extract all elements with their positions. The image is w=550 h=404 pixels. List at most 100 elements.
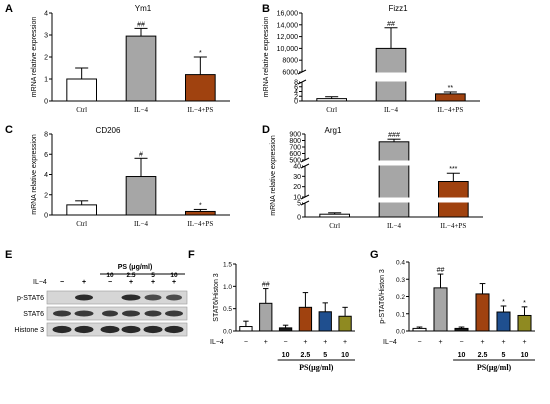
x-tick-label: IL−4+PS [187,106,213,114]
blot-band [74,325,94,334]
ps-dose: 5 [502,352,506,359]
y-tick-label: 2 [44,192,48,199]
bar [185,74,216,102]
y-tick-label: 10 [293,195,301,202]
ps-dose: 10 [341,352,349,359]
y-tick-label: 3 [44,33,48,40]
y-axis-label: mRNA relative expression [31,17,38,98]
blot-row-label: p-STAT6 [17,295,44,302]
y-tick-label: 16,000 [277,11,299,18]
bar [66,204,98,216]
y-tick-label: 2 [294,94,298,101]
bar [454,327,469,332]
bar [496,311,511,332]
bar [125,35,157,102]
blot-band [75,294,93,301]
blot-band [121,294,141,301]
chart-title: Arg1 [325,126,342,135]
blot-band [52,325,72,334]
ps-dose: 2.5 [301,352,311,359]
significance-mark: # [139,151,143,158]
blot-band [144,294,162,301]
y-tick-label: 8 [294,80,298,87]
significance-mark: ## [387,21,395,28]
significance-mark: * [199,50,202,57]
significance-mark: ### [388,132,400,139]
chart-title: Ym1 [135,4,152,13]
svg-text:C: C [5,124,13,136]
y-tick-label: 0.4 [396,260,405,267]
y-tick-label: 1 [44,77,48,84]
bar [319,213,351,218]
x-tick-label: Ctrl [76,106,87,114]
il4-row-label: IL−4 [383,339,397,346]
axis-break-mark [300,157,310,163]
il4-label: IL−4 [33,279,47,286]
blot-band [144,310,162,317]
y-tick-label: 1.0 [223,284,232,291]
bar [338,315,352,332]
y-tick-label: 0.0 [396,329,405,336]
il4-sign: + [151,279,155,286]
axis-break-mark [297,69,307,75]
significance-mark: * [502,299,505,306]
y-tick-label: 1.5 [223,262,232,269]
chart-title: Fizz1 [388,4,408,13]
il4-sign: − [108,279,112,286]
y-tick-label: 800 [289,138,301,145]
y-tick-label: 4 [44,172,48,179]
il4-sign: + [82,279,86,286]
significance-mark: ** [448,85,454,92]
il4-sign: − [60,279,64,286]
ps-dose: 10 [170,272,178,279]
svg-text:G: G [370,249,379,261]
y-tick-label: 4 [44,11,48,18]
bar [316,98,348,102]
bar [378,141,410,218]
bar [318,311,332,332]
bar-break [378,160,410,166]
y-tick-label: 0.3 [396,277,405,284]
panel-label-e: E [5,249,12,261]
y-axis-label: mRNA relative expression [263,17,270,98]
il4-sign: + [264,339,268,346]
bar [278,327,293,332]
y-axis-label: mRNA relative expression [270,135,277,216]
blot-band [102,310,118,317]
il4-sign: + [303,339,307,346]
chart-title: CD206 [96,126,121,135]
y-tick-label: 900 [289,132,301,139]
significance-mark: * [199,202,202,209]
bar-break [378,197,410,203]
axis-break-mark [300,163,310,169]
y-tick-label: 6 [294,84,298,91]
blot-band [100,325,120,334]
il4-sign: + [323,339,327,346]
il4-sign: + [501,339,505,346]
x-tick-label: IL−4 [384,106,399,114]
axis-break-mark [300,200,310,206]
blot-row-label: Histone 3 [14,327,44,334]
il4-sign: + [480,339,484,346]
svg-text:A: A [5,3,13,15]
y-axis-label: mRNA relative expression [31,134,38,215]
panel-label-a: A [5,3,13,15]
svg-text:D: D [262,124,270,136]
y-tick-label: 12,000 [277,34,299,41]
y-tick-label: 0 [44,99,48,106]
ps-dose: 2.5 [478,352,488,359]
il4-sign: + [172,279,176,286]
significance-mark: ## [437,267,445,274]
ps-dose: 5 [151,272,155,279]
il4-sign: − [284,339,288,346]
bar [517,314,532,332]
bar [435,93,466,102]
blot-band [122,310,140,317]
y-tick-label: 0.0 [223,329,232,336]
y-tick-label: 10,000 [277,46,299,53]
il4-sign: + [522,339,526,346]
y-tick-label: 500 [289,158,301,165]
significance-mark: ## [137,21,145,28]
svg-text:E: E [5,249,12,261]
